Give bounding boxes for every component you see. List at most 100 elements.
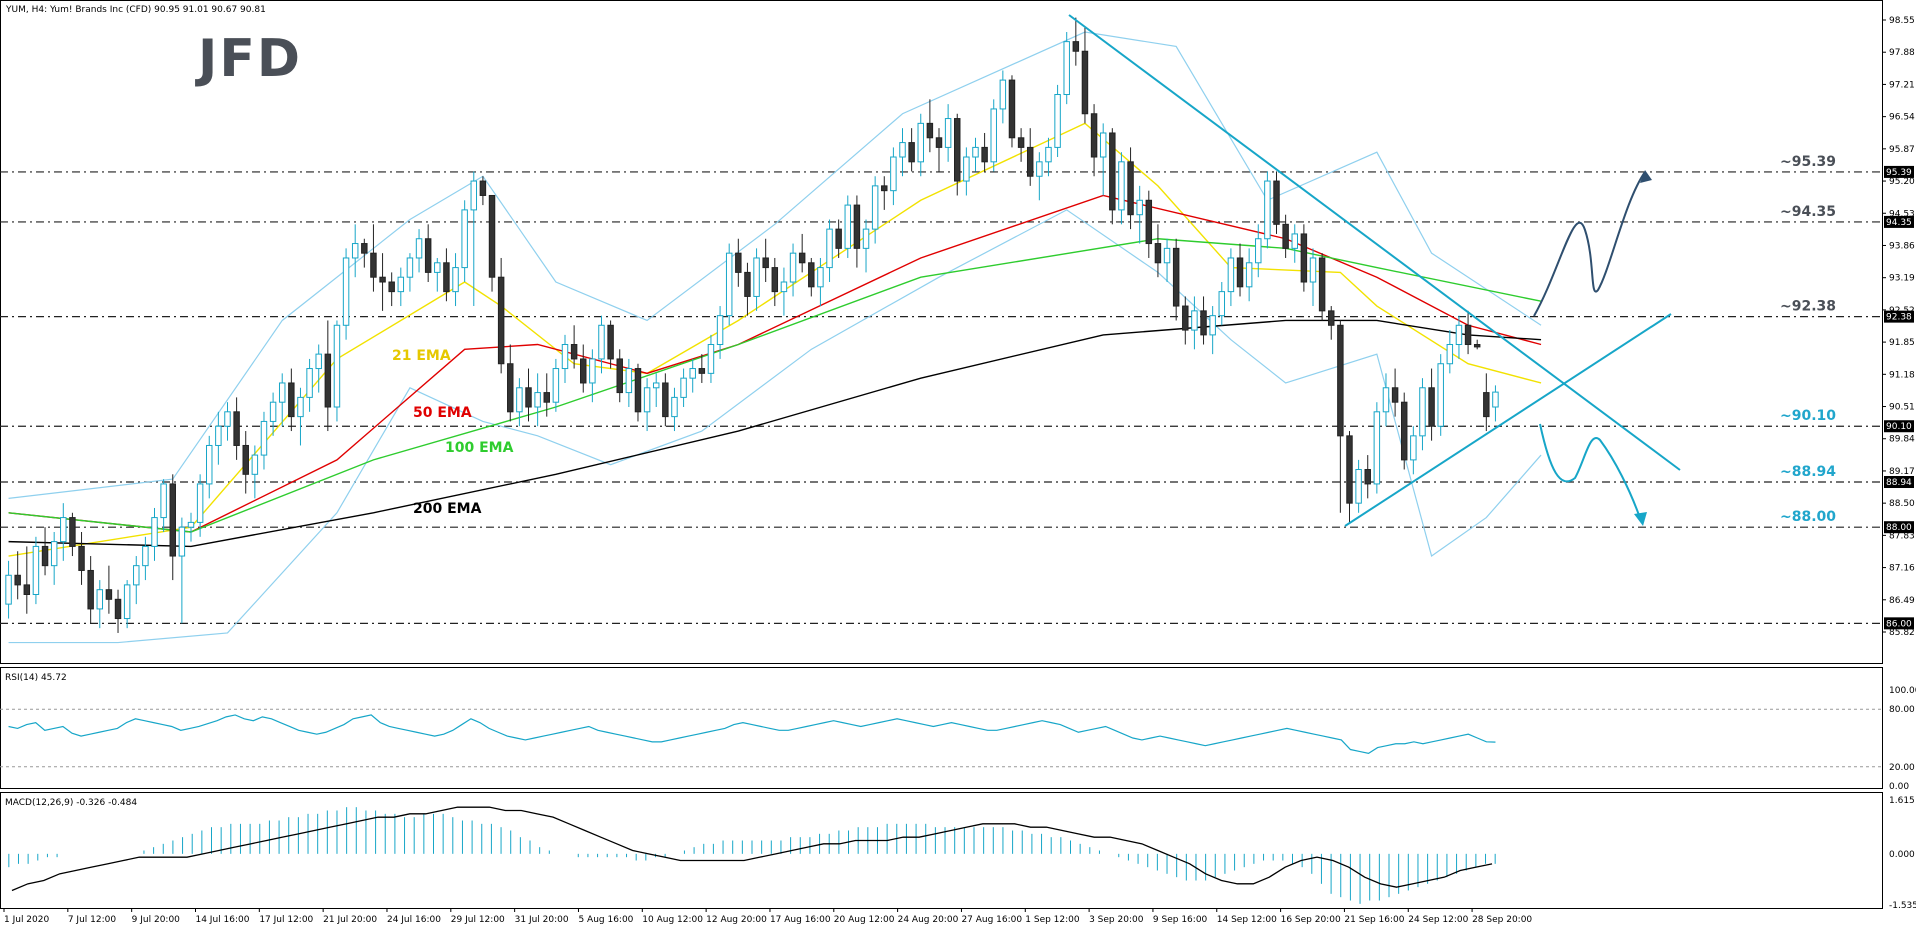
- candle-body: [835, 228, 842, 249]
- y-tick-label: 94.53: [1889, 209, 1915, 219]
- candle-body: [41, 545, 49, 567]
- candle-body: [853, 204, 861, 249]
- candle-body: [753, 257, 760, 297]
- x-tick-label: 14 Sep 12:00: [1217, 915, 1277, 925]
- candle-body: [525, 387, 532, 408]
- candle-body: [1382, 387, 1390, 413]
- candle-body: [1273, 180, 1280, 225]
- ema-label: 100 EMA: [445, 440, 514, 456]
- bullish-arrowhead: [1640, 170, 1652, 183]
- candle-body: [78, 545, 85, 571]
- candle-body: [1255, 238, 1262, 264]
- ema-line-21: [8, 122, 1542, 557]
- candle-body: [634, 368, 642, 413]
- ema-lines: [8, 122, 1542, 557]
- candle-body: [379, 276, 386, 283]
- candle-body: [1081, 50, 1089, 115]
- macd-indicator: 1.615 0.000 -1.535: [8, 796, 1916, 911]
- candle-body: [1410, 435, 1417, 461]
- x-tick-label: 1 Sep 12:00: [1025, 915, 1080, 925]
- ema-line-200: [8, 319, 1542, 548]
- candle-body: [917, 122, 924, 163]
- candle-body: [890, 156, 897, 192]
- candle-body: [1026, 146, 1034, 177]
- bollinger-lower: [8, 209, 1542, 644]
- candle-body: [1054, 94, 1061, 148]
- candle-body: [32, 545, 40, 596]
- rsi-line: [8, 714, 1496, 754]
- rsi-y-label: 20.00: [1889, 763, 1915, 773]
- level-label: ~92.38: [1780, 299, 1836, 315]
- x-tick-label: 12 Aug 20:00: [706, 915, 767, 925]
- candle-body: [881, 185, 888, 192]
- candle-body: [1428, 387, 1435, 427]
- candle-body: [461, 209, 468, 269]
- candle-body: [1455, 324, 1463, 346]
- candle-body: [1446, 344, 1454, 365]
- candle-body: [1209, 315, 1216, 336]
- price-tag-text: 88.00: [1886, 523, 1912, 533]
- level-label: ~88.00: [1780, 509, 1836, 525]
- candle-body: [1191, 310, 1198, 331]
- candle-body: [871, 185, 879, 230]
- bullish-scenario-arrow: [1533, 171, 1646, 317]
- candle-body: [999, 79, 1007, 110]
- macd-y-label: 0.000: [1889, 850, 1915, 860]
- candle-body: [1328, 310, 1335, 326]
- candle-body: [187, 521, 195, 528]
- symbol-header: YUM, H4: Yum! Brands Inc (CFD) 90.95 91.…: [5, 5, 266, 15]
- candle-body: [744, 271, 751, 297]
- candle-body: [616, 358, 623, 394]
- candle-body: [1419, 387, 1426, 437]
- candle-body: [507, 363, 514, 413]
- candle-body: [1227, 257, 1235, 293]
- jfd-logo: JFD: [195, 29, 302, 89]
- down-trendline: [1068, 14, 1681, 471]
- candle-body: [1136, 199, 1143, 216]
- candle-body: [899, 142, 906, 158]
- candle-body: [516, 387, 523, 413]
- price-tag-text: 88.94: [1886, 478, 1912, 488]
- candle-body: [808, 262, 815, 288]
- candle-body: [671, 396, 678, 418]
- logo-text: JFD: [195, 29, 302, 89]
- candle-body: [707, 344, 715, 374]
- x-tick-label: 10 Aug 12:00: [642, 915, 703, 925]
- candle-body: [342, 257, 350, 326]
- candle-body: [598, 324, 605, 360]
- candle-body: [1483, 392, 1490, 418]
- candle-body: [725, 252, 733, 317]
- candle-body: [643, 387, 651, 413]
- ema-label: 200 EMA: [413, 501, 482, 517]
- price-tag: [1884, 165, 1914, 178]
- rsi-panel-frame: [0, 667, 1883, 789]
- candle-body: [1127, 161, 1134, 216]
- price-tag-text: 95.39: [1886, 168, 1912, 178]
- candle-body: [1300, 233, 1308, 283]
- candle-body: [215, 425, 222, 446]
- candle-body: [434, 262, 441, 273]
- candle-body: [689, 368, 696, 379]
- y-tick-label: 89.17: [1889, 467, 1915, 477]
- y-tick-label: 85.82: [1889, 628, 1915, 638]
- candle-body: [1245, 262, 1253, 288]
- candle-body: [1291, 233, 1298, 249]
- candle-body: [133, 565, 140, 586]
- candle-body: [315, 353, 322, 370]
- candle-body: [415, 238, 423, 259]
- candle-body: [680, 377, 687, 398]
- x-tick-label: 24 Sep 12:00: [1408, 915, 1468, 925]
- candle-body: [534, 392, 541, 408]
- candle-body: [771, 267, 779, 293]
- bearish-arrowhead: [1634, 512, 1647, 526]
- y-tick-label: 88.50: [1889, 499, 1915, 509]
- x-tick-label: 24 Jul 16:00: [387, 915, 441, 925]
- candle-body: [798, 252, 806, 264]
- x-tick-label: 20 Aug 12:00: [834, 915, 895, 925]
- candle-body: [954, 118, 961, 182]
- candle-body: [479, 180, 487, 196]
- candle-body: [251, 454, 259, 475]
- time-x-axis: 1 Jul 2020 7 Jul 12:00 9 Jul 20:00 14 Jul 1…: [3, 908, 1532, 925]
- y-tick-label: 95.87: [1889, 145, 1915, 155]
